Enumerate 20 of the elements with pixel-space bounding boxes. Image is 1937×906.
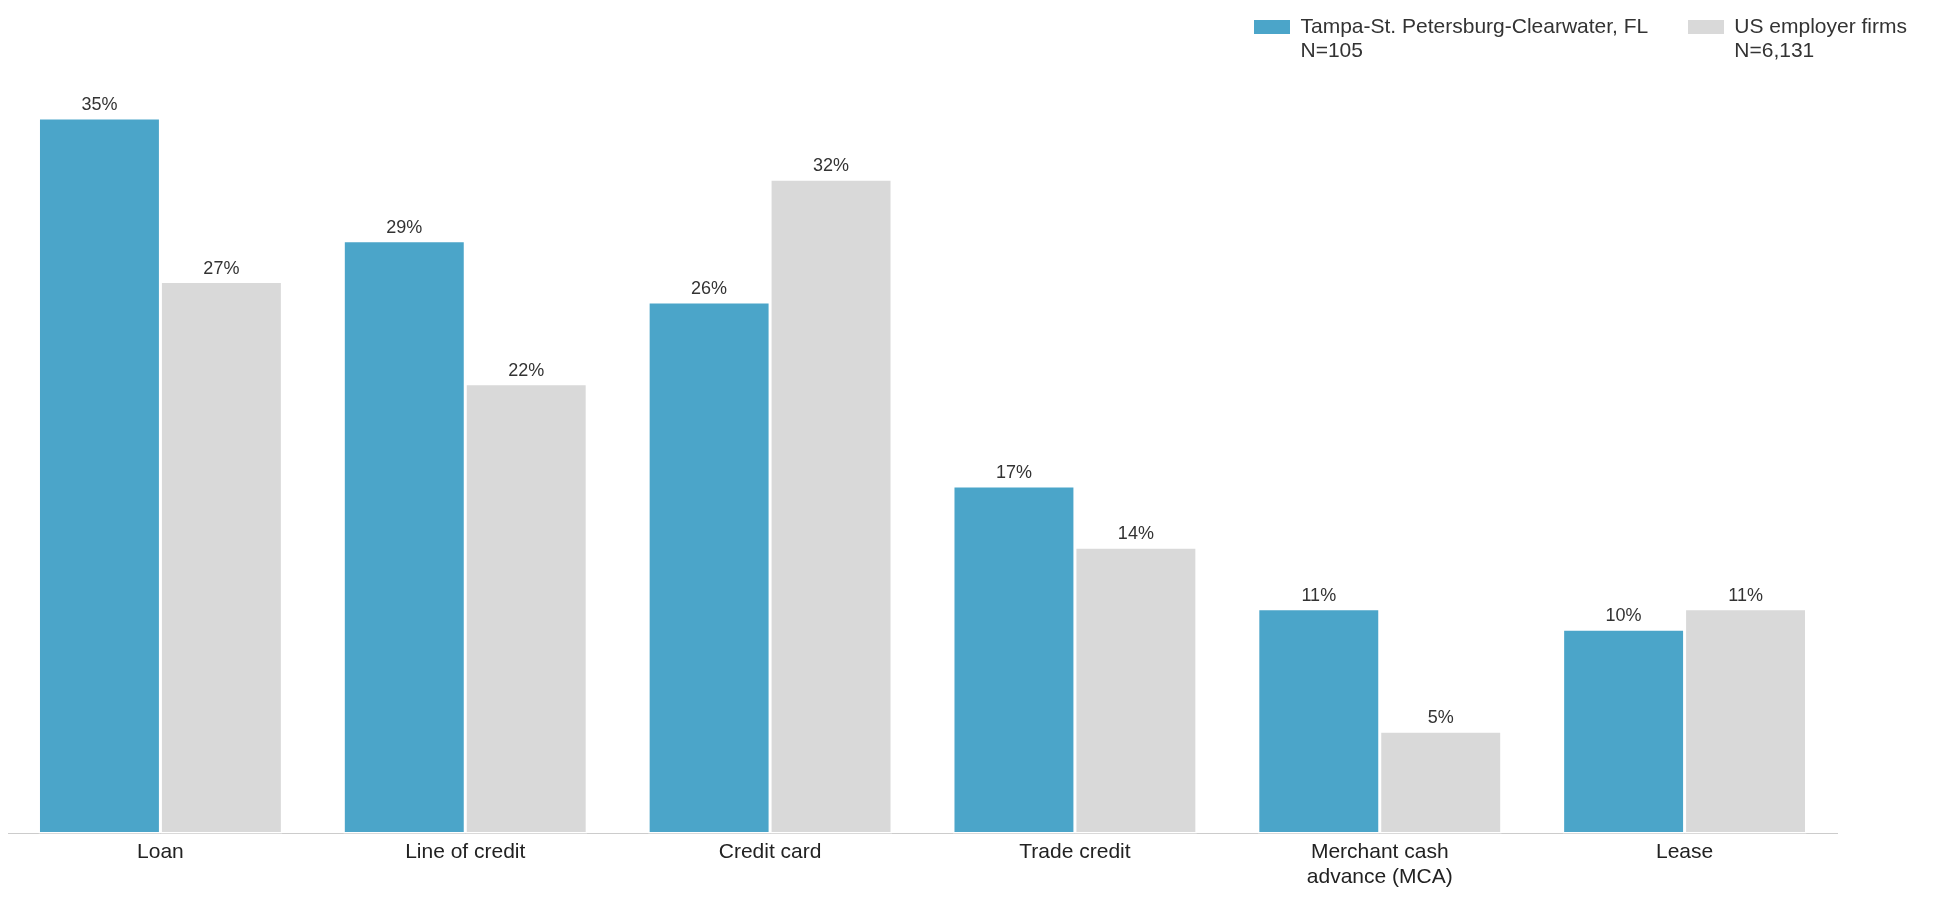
data-label: 17% (995, 461, 1032, 482)
x-tick-label: Line of credit (405, 839, 526, 862)
data-label: 10% (1605, 605, 1642, 626)
data-label: 11% (1301, 584, 1337, 605)
legend-label: US employer firms N=6,131 (1734, 14, 1907, 62)
data-label: 29% (386, 216, 423, 237)
x-tick-label: Lease (1655, 839, 1714, 862)
data-label: 5% (1427, 707, 1454, 728)
data-label: 35% (81, 93, 118, 114)
x-tick-label: Merchant cash advance (MCA) (1306, 839, 1453, 888)
data-label: 26% (691, 277, 728, 298)
data-label: 32% (813, 155, 850, 176)
x-tick-label: Credit card (718, 839, 822, 862)
legend-label: Tampa-St. Petersburg-Clearwater, FL N=105 (1300, 14, 1649, 62)
data-label: 14% (1117, 523, 1154, 544)
x-tick-label: Trade credit (1019, 839, 1131, 862)
data-label: 27% (203, 257, 240, 278)
x-tick-label: Loan (137, 839, 184, 862)
data-label: 11% (1728, 584, 1763, 605)
data-label: 22% (508, 359, 545, 380)
